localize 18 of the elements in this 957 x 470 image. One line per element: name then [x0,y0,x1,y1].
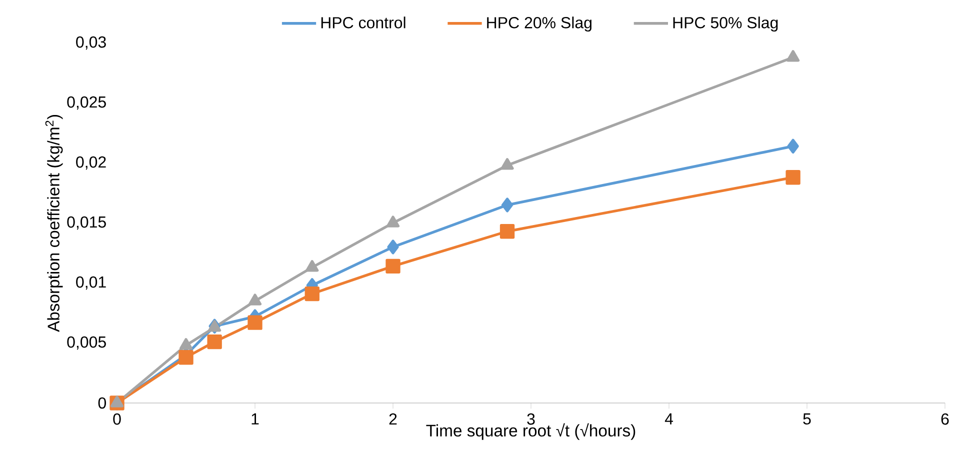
x-tick-label: 2 [389,413,397,425]
y-axis-title: Absorption coefficient (kg/m$^{2}$) [45,115,63,332]
x-tick-label: 0 [113,413,121,425]
x-tick-label: 4 [664,413,673,424]
y-tick-label: 0 [98,397,106,409]
legend-label: HPC 50% Slag [673,16,778,32]
x-tick-label: 5 [803,413,811,425]
y-tick-label: 0,025 [67,96,106,110]
legend-label: HPC control [321,16,406,28]
y-tick-label: 0,005 [67,336,106,350]
x-tick-label: 6 [941,413,949,425]
x-tick-label: 3 [527,413,535,425]
y-tick-label: 0,02 [76,156,106,170]
y-tick-label: 0,015 [67,216,106,230]
x-tick-label: 1 [252,413,259,424]
y-tick-label: 0,01 [76,276,106,290]
legend-label: HPC 20% Slag [487,16,592,32]
y-tick-label: 0,03 [76,36,106,50]
